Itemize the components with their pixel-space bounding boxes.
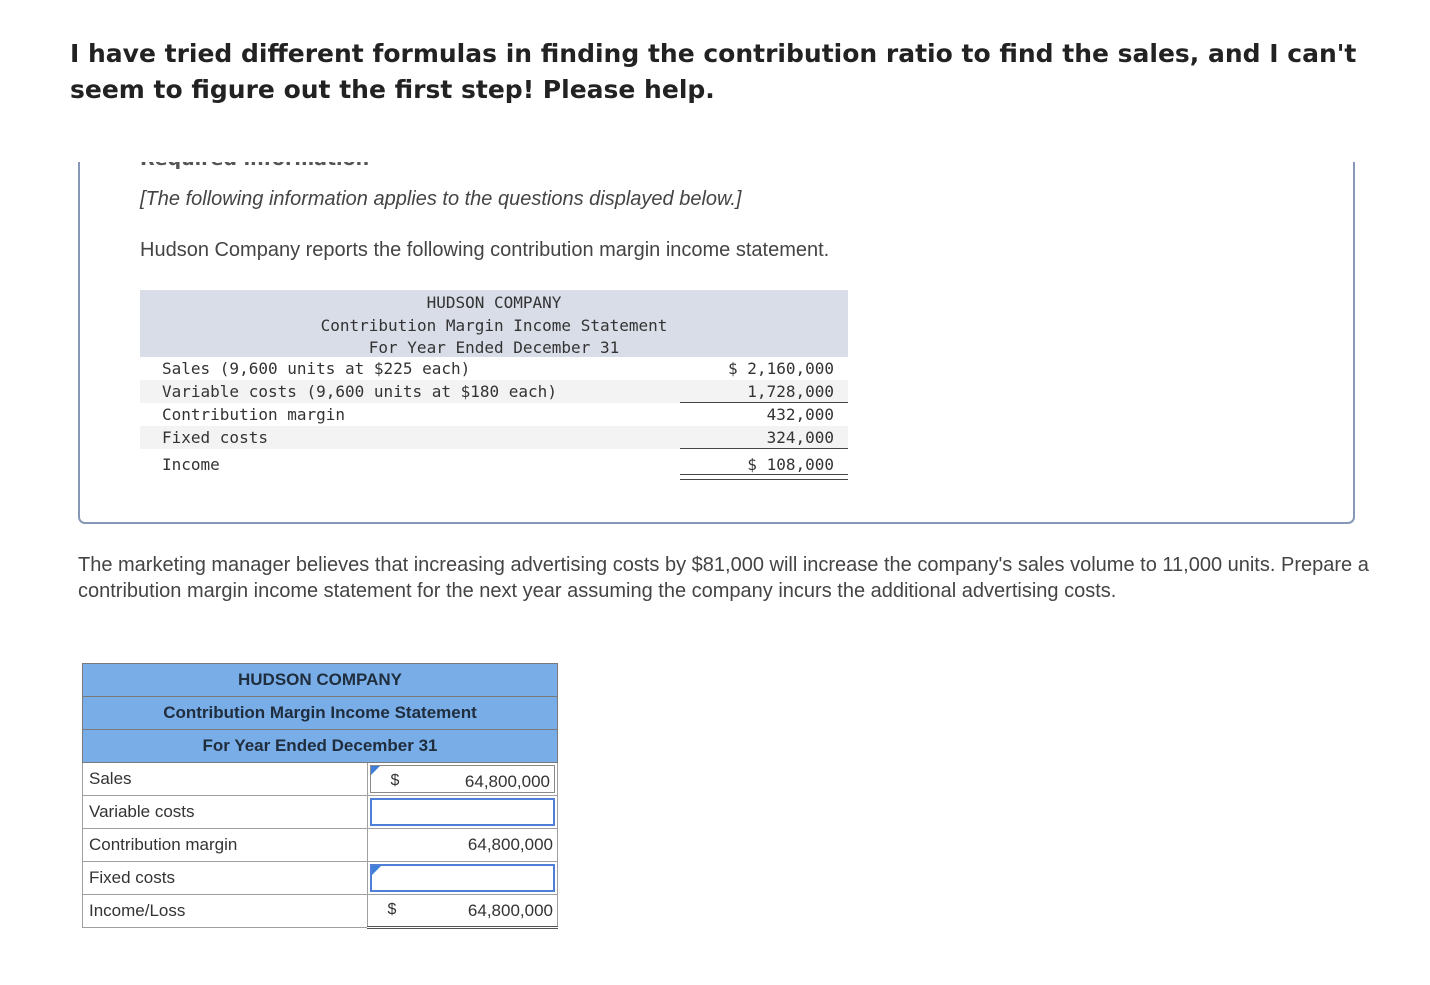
variable-costs-input-cell[interactable] bbox=[366, 795, 558, 829]
answer-title: Contribution Margin Income Statement bbox=[82, 696, 558, 730]
fixed-costs-input[interactable] bbox=[369, 864, 555, 892]
dropdown-marker-icon[interactable] bbox=[370, 766, 380, 775]
answer-period: For Year Ended December 31 bbox=[82, 729, 558, 763]
info-intro: Hudson Company reports the following con… bbox=[140, 239, 830, 261]
answer-header-company-row: HUDSON COMPANY bbox=[82, 663, 558, 697]
given-row-label: Sales (9,600 units at $225 each) bbox=[162, 359, 471, 378]
answer-company: HUDSON COMPANY bbox=[82, 663, 558, 697]
sales-value: 64,800,000 bbox=[464, 772, 550, 791]
given-row-value: $ 108,000 bbox=[747, 455, 834, 474]
sales-input-cell[interactable]: $ 64,800,000 bbox=[366, 762, 558, 796]
income-loss-value: 64,800,000 bbox=[467, 901, 553, 920]
answer-header-title-row: Contribution Margin Income Statement bbox=[82, 696, 558, 730]
contribution-margin-cell: 64,800,000 bbox=[366, 828, 558, 862]
info-note: [The following information applies to th… bbox=[140, 188, 742, 210]
answer-row-variable-costs: Variable costs bbox=[82, 795, 558, 829]
given-row-label: Variable costs (9,600 units at $180 each… bbox=[162, 382, 557, 401]
dropdown-marker-icon[interactable] bbox=[371, 866, 381, 875]
answer-row-contribution-margin: Contribution margin 64,800,000 bbox=[82, 828, 558, 862]
required-information-heading: Required information bbox=[140, 162, 369, 170]
given-row-value: 324,000 bbox=[766, 428, 834, 447]
required-information-panel: Required information [The following info… bbox=[78, 162, 1355, 524]
given-row-variable-costs: Variable costs (9,600 units at $180 each… bbox=[140, 380, 848, 403]
answer-row-label: Variable costs bbox=[82, 795, 368, 829]
income-loss-cell: $ 64,800,000 bbox=[366, 894, 558, 929]
given-statement-period: For Year Ended December 31 bbox=[368, 338, 620, 357]
given-row-fixed-costs: Fixed costs 324,000 bbox=[140, 426, 848, 449]
given-row-contribution-margin: Contribution margin 432,000 bbox=[140, 403, 848, 426]
given-row-value: 432,000 bbox=[766, 405, 834, 424]
currency-symbol: $ bbox=[390, 772, 400, 789]
answer-row-label: Income/Loss bbox=[82, 894, 368, 928]
given-row-label: Contribution margin bbox=[162, 405, 346, 424]
answer-row-fixed-costs: Fixed costs bbox=[82, 861, 558, 895]
problem-prompt: The marketing manager believes that incr… bbox=[78, 554, 1369, 602]
currency-symbol: $ bbox=[387, 901, 397, 918]
answer-row-label: Sales bbox=[82, 762, 368, 796]
answer-row-sales: Sales $ 64,800,000 bbox=[82, 762, 558, 796]
answer-income-statement: HUDSON COMPANY Contribution Margin Incom… bbox=[82, 663, 558, 929]
fixed-costs-input-cell[interactable] bbox=[366, 861, 558, 895]
answer-row-income-loss: Income/Loss $ 64,800,000 bbox=[82, 894, 558, 929]
given-statement-company: HUDSON COMPANY bbox=[426, 293, 562, 312]
given-row-label: Fixed costs bbox=[162, 428, 268, 447]
contribution-margin-value: 64,800,000 bbox=[467, 835, 553, 854]
sales-input[interactable]: $ 64,800,000 bbox=[369, 765, 555, 793]
given-row-sales: Sales (9,600 units at $225 each) $ 2,160… bbox=[140, 357, 848, 380]
given-row-income: Income $ 108,000 bbox=[140, 449, 848, 480]
question-text: I have tried different formulas in findi… bbox=[70, 39, 1357, 104]
given-statement-header: HUDSON COMPANY Contribution Margin Incom… bbox=[140, 290, 848, 357]
given-statement-title: Contribution Margin Income Statement bbox=[320, 315, 668, 335]
answer-row-label: Contribution margin bbox=[82, 828, 368, 862]
given-row-label: Income bbox=[162, 455, 220, 474]
given-income-statement: HUDSON COMPANY Contribution Margin Incom… bbox=[140, 290, 848, 480]
variable-costs-input[interactable] bbox=[369, 798, 555, 826]
given-row-value: 1,728,000 bbox=[747, 382, 834, 401]
answer-header-period-row: For Year Ended December 31 bbox=[82, 729, 558, 763]
answer-row-label: Fixed costs bbox=[82, 861, 368, 895]
given-row-value: $ 2,160,000 bbox=[728, 359, 834, 378]
